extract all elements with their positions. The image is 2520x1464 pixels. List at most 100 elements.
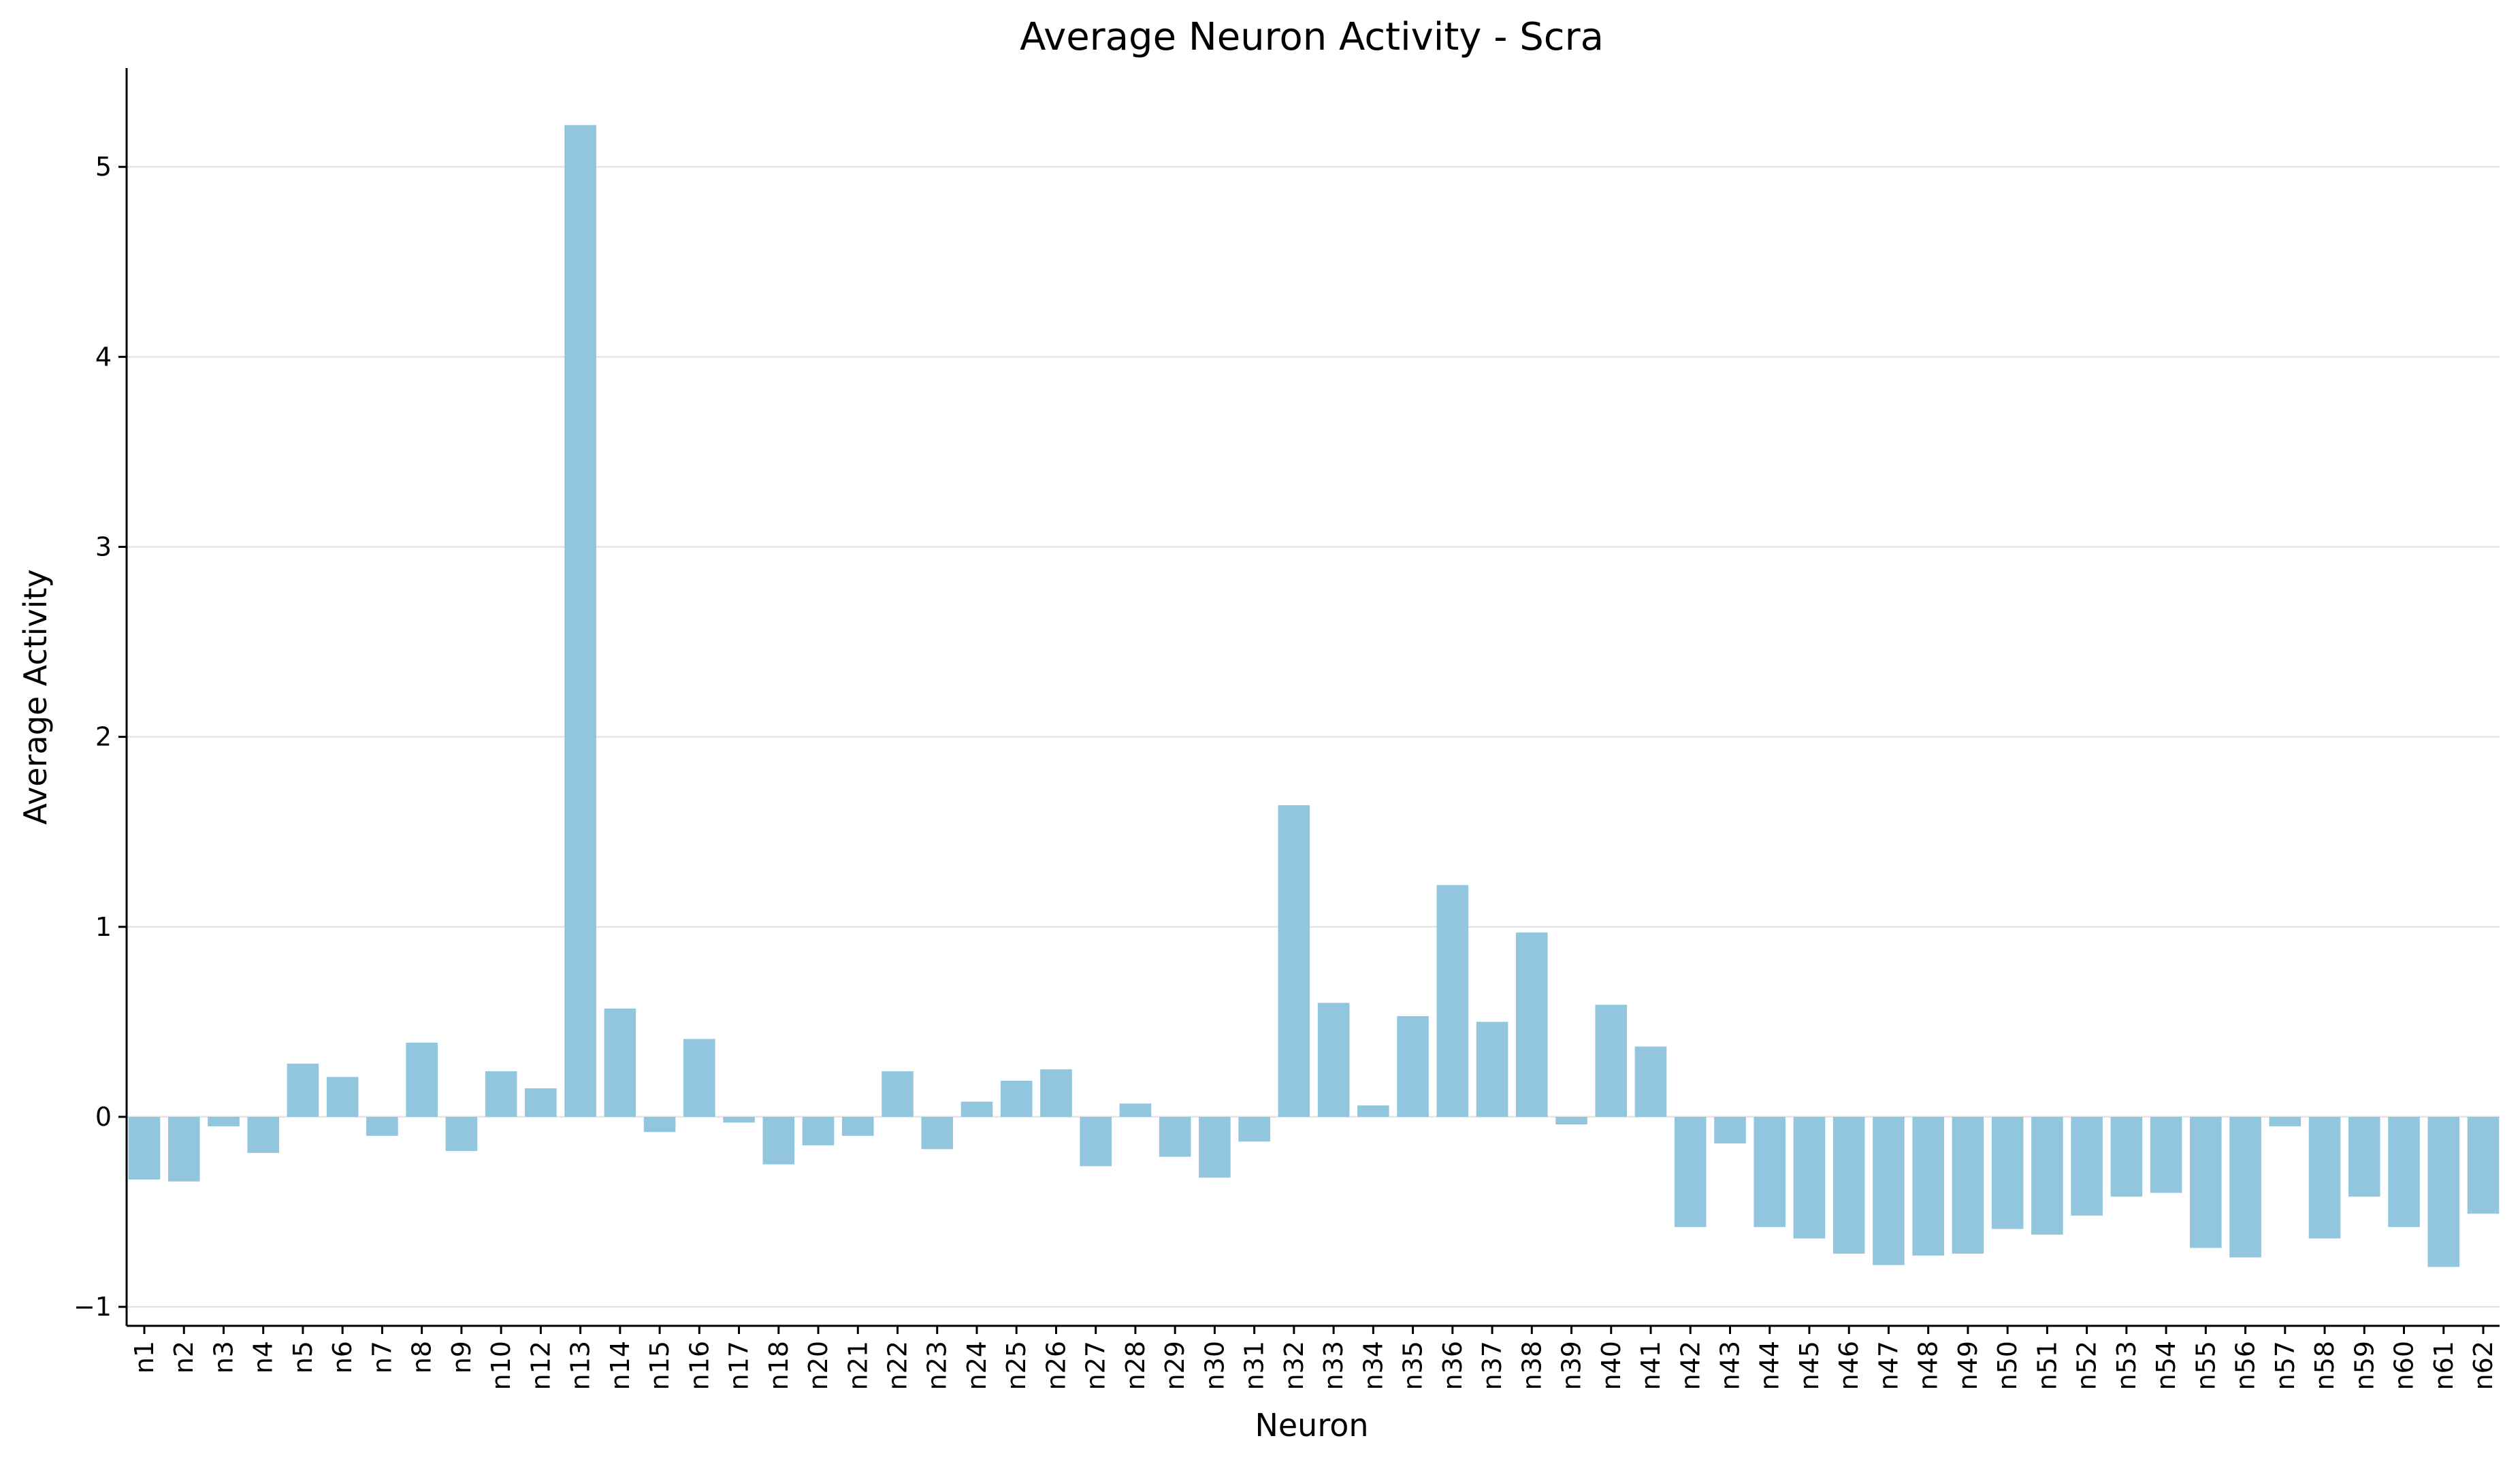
bar-n49 <box>1952 1116 1984 1254</box>
bar-n31 <box>1238 1116 1270 1142</box>
bar-n55 <box>2190 1116 2222 1248</box>
x-tick-label-n14: n14 <box>605 1341 635 1390</box>
x-tick-label-n57: n57 <box>2270 1341 2300 1390</box>
x-tick-label-n29: n29 <box>1160 1341 1190 1390</box>
x-tick-label-n7: n7 <box>367 1341 397 1373</box>
bar-n50 <box>1991 1116 2024 1229</box>
x-tick-label-n43: n43 <box>1715 1341 1745 1390</box>
bar-n20 <box>802 1116 835 1145</box>
x-tick-label-n33: n33 <box>1319 1341 1348 1390</box>
x-tick-label-n37: n37 <box>1477 1341 1507 1390</box>
bar-n46 <box>1832 1116 1865 1254</box>
y-tick-label-2: 1 <box>95 912 112 942</box>
bar-n4 <box>247 1116 280 1153</box>
bar-n16 <box>683 1039 715 1117</box>
bar-n23 <box>921 1116 954 1150</box>
x-tick-label-n23: n23 <box>922 1341 952 1390</box>
x-tick-label-n2: n2 <box>169 1341 199 1373</box>
bar-n47 <box>1873 1116 1905 1265</box>
bar-n58 <box>2308 1116 2341 1239</box>
bar-n35 <box>1397 1015 1429 1117</box>
x-tick-label-n18: n18 <box>764 1341 794 1390</box>
x-tick-label-n10: n10 <box>486 1341 516 1390</box>
bar-n7 <box>366 1116 398 1136</box>
x-tick-label-n28: n28 <box>1120 1341 1150 1390</box>
bar-n48 <box>1912 1116 1944 1256</box>
bar-n24 <box>960 1101 993 1117</box>
gridlines <box>127 165 2500 1308</box>
x-tick-label-n34: n34 <box>1358 1341 1388 1390</box>
bar-n34 <box>1357 1105 1389 1117</box>
x-tick-label-n54: n54 <box>2151 1341 2181 1390</box>
x-tick-label-n31: n31 <box>1240 1341 1270 1390</box>
y-axis-ticks: −1 0 1 2 3 4 5 <box>74 152 127 1322</box>
bar-n1 <box>128 1116 161 1180</box>
y-axis-label: Average Activity <box>17 569 54 825</box>
x-tick-label-n56: n56 <box>2231 1341 2261 1390</box>
x-tick-label-n61: n61 <box>2429 1341 2459 1390</box>
x-tick-label-n59: n59 <box>2349 1341 2379 1390</box>
bar-n52 <box>2071 1116 2103 1216</box>
bar-n60 <box>2388 1116 2420 1227</box>
bar-n15 <box>643 1116 676 1133</box>
bar-n41 <box>1634 1046 1667 1117</box>
x-tick-label-n41: n41 <box>1636 1341 1666 1390</box>
bar-n22 <box>882 1071 914 1117</box>
x-tick-label-n4: n4 <box>248 1341 278 1373</box>
bar-n61 <box>2427 1116 2460 1267</box>
bar-n45 <box>1793 1116 1826 1239</box>
x-tick-label-n62: n62 <box>2468 1341 2498 1390</box>
bar-n39 <box>1555 1116 1587 1125</box>
x-axis-ticks: n1 n2 n3 n4 n5 n6 n7 n8 n9 n10 n12 n13 n14 n15 n16 n17 n… <box>129 1326 2498 1390</box>
x-tick-label-n53: n53 <box>2112 1341 2142 1390</box>
bar-n5 <box>287 1063 319 1117</box>
x-tick-label-n22: n22 <box>883 1341 913 1390</box>
x-tick-label-n38: n38 <box>1517 1341 1547 1390</box>
y-tick-label-5: 4 <box>95 342 112 372</box>
x-tick-label-n39: n39 <box>1557 1341 1587 1390</box>
y-tick-label-6: 5 <box>95 152 112 182</box>
bar-n27 <box>1080 1116 1112 1167</box>
x-tick-label-n36: n36 <box>1438 1341 1468 1390</box>
x-tick-label-n25: n25 <box>1001 1341 1031 1390</box>
x-tick-label-n40: n40 <box>1596 1341 1626 1390</box>
x-tick-label-n24: n24 <box>962 1341 992 1390</box>
x-tick-label-n27: n27 <box>1081 1341 1111 1390</box>
bar-n21 <box>841 1116 874 1136</box>
bar-n44 <box>1754 1116 1786 1227</box>
x-tick-label-n55: n55 <box>2191 1341 2220 1390</box>
bar-n59 <box>2348 1116 2380 1197</box>
bar-n12 <box>525 1088 557 1117</box>
bar-n18 <box>762 1116 795 1165</box>
bar-n53 <box>2110 1116 2143 1197</box>
y-tick-label-3: 2 <box>95 722 112 752</box>
chart-title: Average Neuron Activity - Scra <box>1020 15 1604 59</box>
bar-n3 <box>208 1116 240 1126</box>
bar-n40 <box>1595 1005 1628 1117</box>
bar-n32 <box>1278 805 1310 1117</box>
x-tick-label-n30: n30 <box>1199 1341 1229 1390</box>
bar-n43 <box>1714 1116 1746 1144</box>
bar-n62 <box>2467 1116 2500 1214</box>
bar-n2 <box>167 1116 200 1182</box>
x-tick-label-n32: n32 <box>1279 1341 1309 1390</box>
x-tick-label-n42: n42 <box>1675 1341 1705 1390</box>
x-tick-label-n52: n52 <box>2072 1341 2102 1390</box>
x-tick-label-n15: n15 <box>645 1341 675 1390</box>
axes <box>125 68 2500 1327</box>
bar-n54 <box>2150 1116 2182 1193</box>
x-tick-label-n8: n8 <box>407 1341 437 1373</box>
x-tick-label-n48: n48 <box>1913 1341 1943 1390</box>
x-tick-label-n58: n58 <box>2310 1341 2340 1390</box>
bar-n30 <box>1199 1116 1231 1178</box>
bar-n8 <box>406 1043 438 1117</box>
bar-n25 <box>1000 1080 1033 1117</box>
x-tick-label-n3: n3 <box>208 1341 238 1373</box>
bar-n6 <box>326 1077 359 1117</box>
x-tick-label-n50: n50 <box>1992 1341 2022 1390</box>
x-tick-label-n5: n5 <box>288 1341 318 1373</box>
x-tick-label-n13: n13 <box>566 1341 596 1390</box>
bar-n29 <box>1159 1116 1191 1157</box>
x-tick-label-n35: n35 <box>1398 1341 1428 1390</box>
bar-n56 <box>2229 1116 2261 1258</box>
